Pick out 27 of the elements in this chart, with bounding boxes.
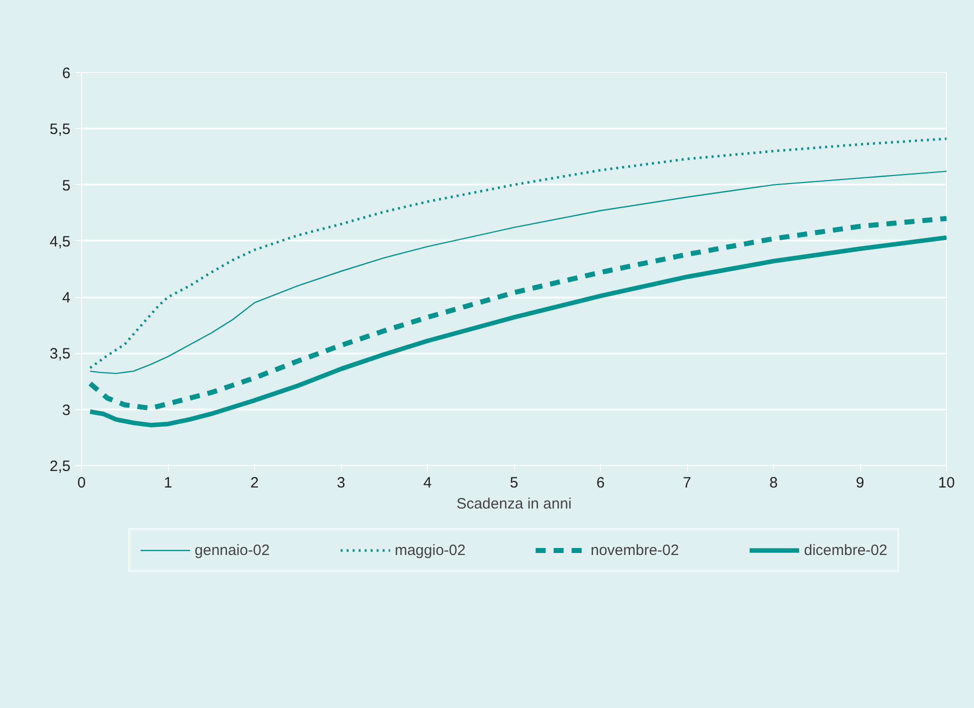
- x-tick-label: 9: [856, 474, 864, 492]
- y-tick-label: 6: [62, 65, 70, 82]
- x-tick-label: 0: [77, 474, 86, 492]
- y-tick-label: 5,5: [50, 121, 71, 138]
- y-tick-label: 2,5: [50, 458, 71, 475]
- y-tick-label: 3: [62, 402, 70, 419]
- legend-label: maggio-02: [394, 542, 466, 558]
- y-tick-label: 3,5: [50, 346, 71, 363]
- legend-label: gennaio-02: [194, 542, 270, 558]
- x-axis-title: Scadenza in anni: [456, 496, 572, 512]
- line-series: [88, 138, 946, 370]
- line-series: [90, 170, 946, 374]
- y-tick-label: 5: [62, 177, 70, 194]
- x-tick-label: 2: [250, 474, 259, 492]
- x-tick-label: 3: [336, 474, 346, 492]
- legend-label: dicembre-02: [804, 542, 888, 558]
- x-tick-label: 10: [938, 474, 955, 492]
- line-series: [88, 235, 946, 428]
- x-tick-label: 8: [769, 474, 778, 492]
- y-tick-label: 4,5: [50, 233, 71, 250]
- x-tick-label: 5: [510, 474, 518, 492]
- legend-label: novembre-02: [590, 542, 679, 558]
- y-tick-label: 4: [62, 290, 70, 307]
- x-tick-label: 7: [682, 474, 692, 492]
- x-tick-label: 4: [423, 474, 432, 492]
- x-tick-label: 1: [164, 474, 172, 492]
- x-tick-label: 6: [596, 474, 605, 492]
